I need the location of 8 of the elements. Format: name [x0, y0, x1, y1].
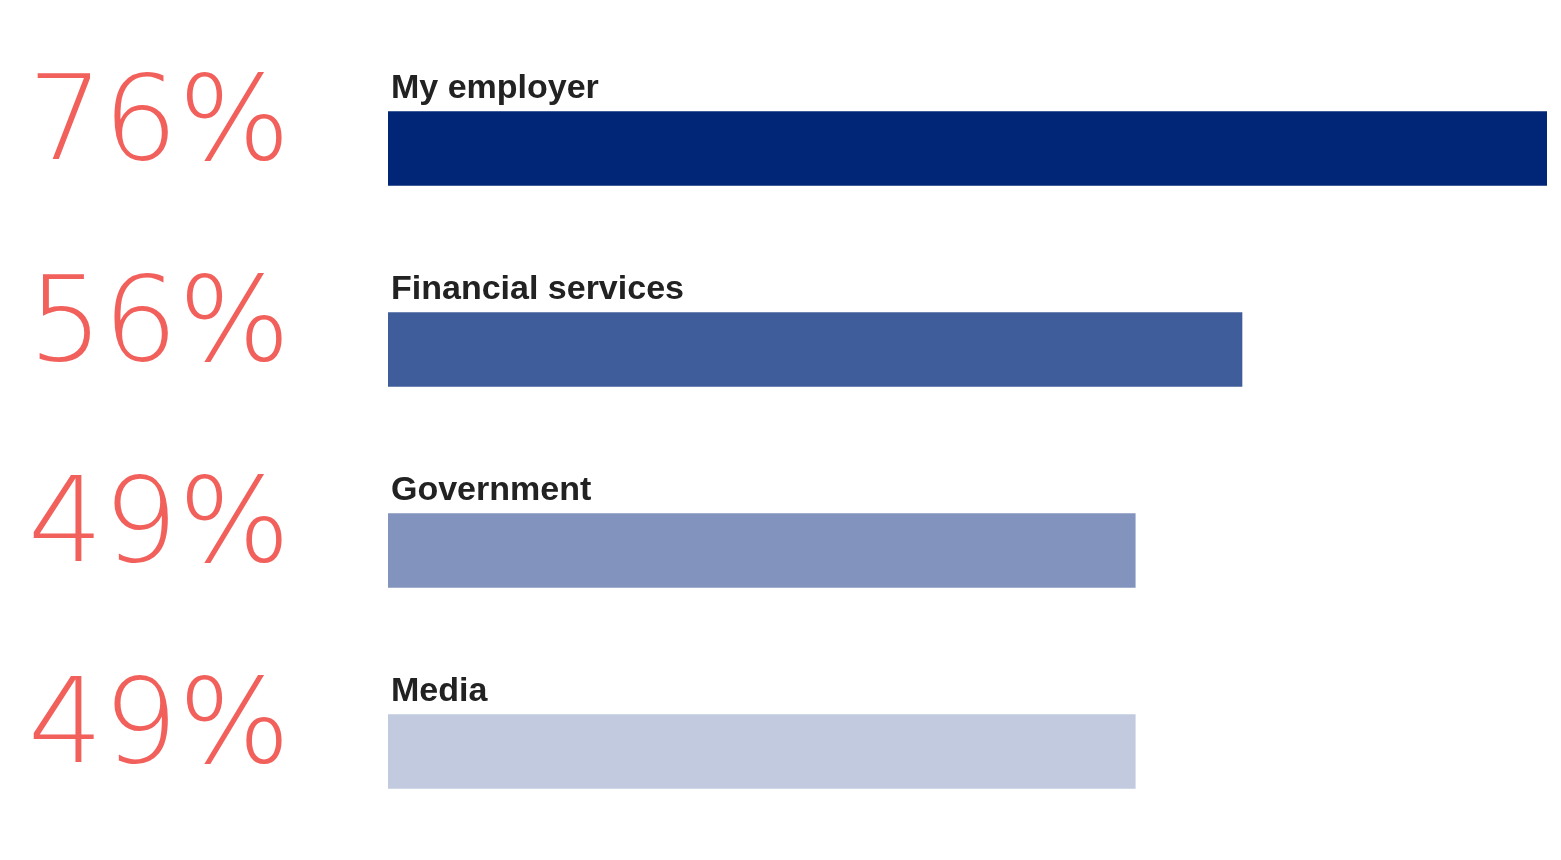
y-tick-label: Financial services — [391, 267, 684, 306]
y-tick-label: My employer — [391, 66, 599, 105]
data-label: 56% — [28, 250, 291, 389]
data-label: 49% — [28, 652, 291, 791]
y-tick-label: Media — [391, 669, 489, 708]
data-label: 49% — [28, 451, 291, 590]
y-tick-label: Government — [391, 468, 592, 507]
data-label: 76% — [28, 49, 291, 188]
